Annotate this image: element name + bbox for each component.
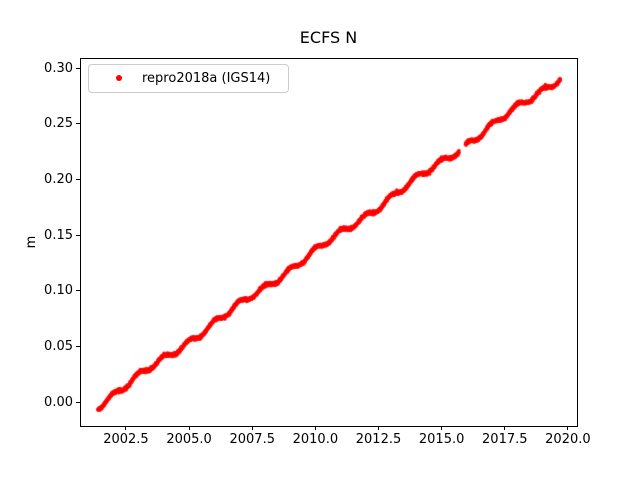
- x-tick-label: 2020.0: [545, 431, 591, 447]
- x-tick-mark: [314, 425, 316, 430]
- legend-label: repro2018a (IGS14): [142, 70, 271, 86]
- y-tick-label: 0.05: [44, 338, 73, 354]
- y-tick-mark: [76, 178, 80, 180]
- x-tick-mark: [251, 425, 253, 430]
- y-tick-mark: [76, 67, 80, 69]
- y-tick-mark: [76, 345, 80, 347]
- x-tick-label: 2010.0: [292, 431, 339, 447]
- legend-marker-dot: [116, 75, 122, 82]
- y-tick-mark: [76, 234, 80, 236]
- x-tick-label: 2012.5: [355, 431, 402, 447]
- y-tick-label: 0.30: [44, 60, 73, 76]
- x-tick-mark: [504, 425, 506, 430]
- x-tick-label: 2007.5: [229, 431, 275, 447]
- x-tick-label: 2015.0: [418, 431, 465, 447]
- x-tick-mark: [188, 425, 190, 430]
- x-tick-label: 2005.0: [166, 431, 212, 447]
- y-tick-mark: [76, 290, 80, 292]
- y-tick-label: 0.15: [44, 227, 73, 243]
- y-tick-label: 0.00: [44, 394, 73, 410]
- y-tick-label: 0.20: [44, 171, 73, 187]
- y-tick-mark: [76, 123, 80, 125]
- x-tick-mark: [567, 425, 569, 430]
- chart-title: ECFS N: [299, 28, 358, 47]
- y-tick-label: 0.25: [44, 116, 73, 132]
- x-tick-mark: [125, 425, 127, 430]
- plot-area: repro2018a (IGS14): [80, 57, 578, 427]
- y-tick-label: 0.10: [44, 283, 73, 299]
- y-tick-mark: [76, 401, 80, 403]
- x-tick-mark: [441, 425, 443, 430]
- legend: repro2018a (IGS14): [88, 63, 289, 93]
- scatter-canvas: [81, 58, 577, 426]
- x-tick-label: 2002.5: [103, 431, 149, 447]
- x-tick-label: 2017.5: [482, 431, 528, 447]
- x-tick-mark: [378, 425, 379, 430]
